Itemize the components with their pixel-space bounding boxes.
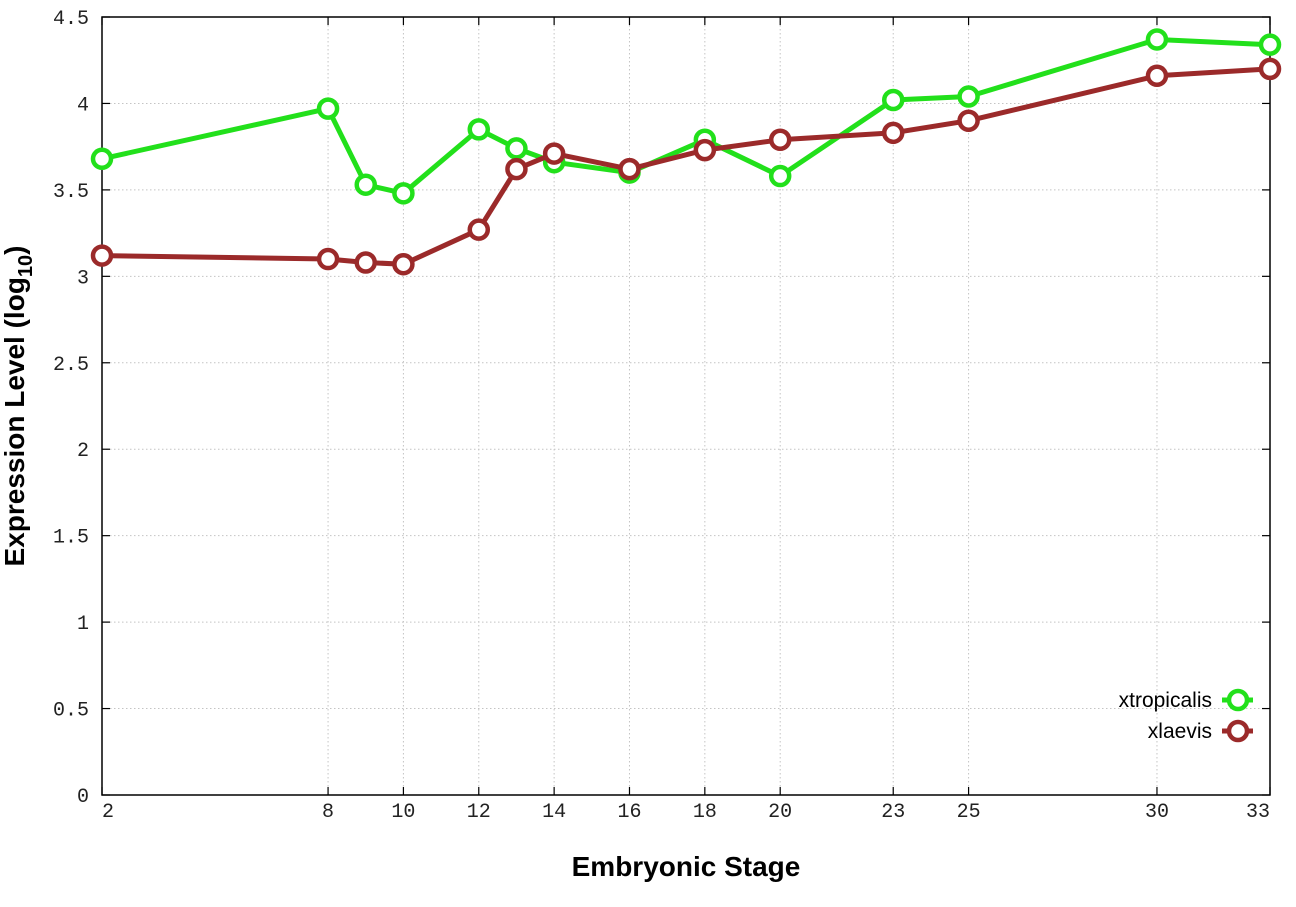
series-xtropicalis — [90, 28, 1282, 205]
data-point-xlaevis — [467, 218, 491, 241]
data-point-xlaevis — [90, 244, 114, 267]
x-tick-label: 18 — [693, 801, 717, 824]
axis-ticks: 0 0.5 1 1.5 2 2.5 3 3.5 4 4.5 2 8 10 12 14 16 18 20 23 25 30… — [53, 8, 1271, 824]
x-tick-label: 16 — [617, 801, 641, 824]
data-point-xtropicalis — [505, 137, 528, 160]
series-line-xlaevis — [101, 66, 1271, 267]
y-axis-title-main: Expression Level (log — [0, 277, 30, 566]
x-axis-title: Embryonic Stage — [572, 851, 801, 882]
x-tick-label: 23 — [881, 801, 905, 824]
data-point-xlaevis — [881, 121, 905, 145]
data-point-xtropicalis — [354, 173, 377, 196]
data-point-xlaevis — [618, 157, 641, 181]
x-tick-label: 8 — [322, 801, 334, 824]
x-tick-label: 14 — [542, 801, 566, 824]
legend-label-xtropicalis: xtropicalis — [1119, 689, 1212, 712]
data-point-xtropicalis — [957, 85, 980, 108]
data-point-xtropicalis — [881, 88, 905, 112]
data-point-xtropicalis — [1145, 28, 1169, 51]
data-point-xtropicalis — [1258, 33, 1282, 56]
legend-label-xlaevis: xlaevis — [1148, 720, 1212, 743]
y-tick-label: 3.5 — [53, 181, 89, 204]
plot-frame — [101, 16, 1271, 796]
y-axis-title-subscript: 10 — [15, 255, 37, 277]
data-point-xtropicalis — [392, 182, 415, 205]
y-tick-label: 2 — [77, 440, 89, 463]
y-axis-title-close: ) — [0, 246, 30, 255]
data-point-xlaevis — [1145, 64, 1169, 88]
x-tick-label: 20 — [768, 801, 792, 824]
series-line-xtropicalis — [101, 37, 1271, 196]
y-axis-title: Expression Level (log10) — [0, 246, 37, 567]
x-tick-label: 2 — [102, 801, 114, 824]
legend-marker-xtropicalis — [1226, 688, 1250, 712]
y-tick-label: 2.5 — [53, 354, 89, 377]
data-point-xlaevis — [354, 251, 377, 274]
y-tick-label: 4.5 — [53, 8, 89, 31]
y-tick-label: 3 — [77, 267, 89, 290]
y-tick-label: 4 — [77, 94, 89, 117]
data-point-xlaevis — [392, 252, 415, 276]
x-tick-label: 25 — [957, 801, 981, 824]
data-point-xlaevis — [505, 157, 528, 181]
data-point-xtropicalis — [316, 97, 340, 120]
data-point-xtropicalis — [768, 164, 792, 188]
x-tick-label: 12 — [467, 801, 491, 824]
series-xlaevis — [90, 57, 1282, 276]
data-point-xlaevis — [316, 247, 340, 271]
x-tick-label: 30 — [1145, 801, 1169, 824]
x-tick-label: 10 — [391, 801, 415, 824]
y-tick-label: 0.5 — [53, 700, 89, 723]
y-tick-label: 0 — [77, 786, 89, 809]
series-layer — [90, 28, 1282, 276]
legend: xtropicalis xlaevis — [1119, 688, 1253, 743]
x-tick-label: 33 — [1246, 801, 1270, 824]
data-point-xtropicalis — [467, 118, 491, 141]
data-point-xlaevis — [768, 128, 792, 152]
data-point-xlaevis — [957, 109, 980, 132]
y-tick-label: 1 — [77, 613, 89, 636]
data-point-xtropicalis — [90, 147, 114, 171]
y-tick-label: 1.5 — [53, 527, 89, 550]
grid — [102, 17, 1270, 795]
legend-marker-xlaevis — [1226, 719, 1250, 743]
data-point-xlaevis — [542, 142, 566, 165]
data-point-xlaevis — [693, 138, 717, 162]
data-point-xlaevis — [1258, 57, 1282, 81]
